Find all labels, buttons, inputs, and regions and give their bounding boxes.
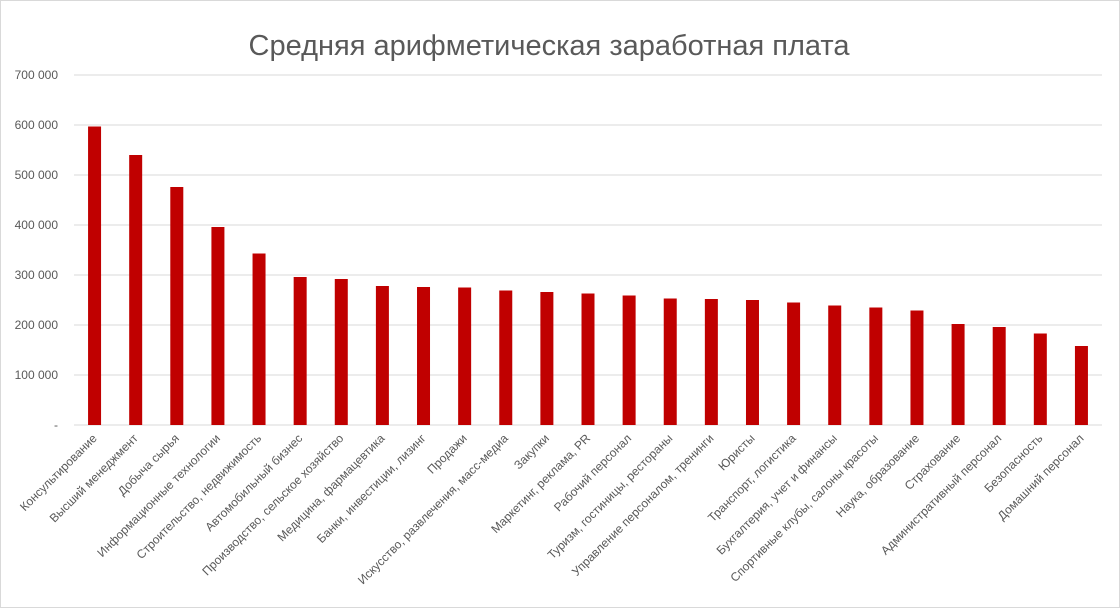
y-tick-label: -: [54, 418, 58, 432]
bars: [88, 126, 1088, 425]
x-tick-label: Юристы: [715, 431, 757, 473]
bar: [622, 295, 636, 425]
y-tick-label: 200 000: [15, 318, 59, 332]
bar: [663, 298, 677, 425]
bar: [951, 324, 965, 425]
bar: [129, 155, 143, 425]
bar: [910, 310, 924, 425]
bar: [170, 187, 184, 425]
bar: [417, 287, 431, 425]
bar: [252, 253, 266, 425]
bar: [375, 286, 389, 425]
x-tick-label: Консультирование: [17, 431, 100, 514]
bar: [499, 290, 513, 425]
x-tick-label: Искусство, развлечения, масс-медиа: [355, 431, 511, 587]
bar: [88, 126, 102, 425]
x-tick-label: Закупки: [511, 431, 552, 472]
y-tick-label: 600 000: [15, 118, 59, 132]
bar: [704, 299, 718, 425]
y-tick-label: 400 000: [15, 218, 59, 232]
chart-title: Средняя арифметическая заработная плата: [248, 30, 850, 62]
y-tick-label: 700 000: [15, 68, 59, 82]
bar: [540, 292, 554, 425]
bar: [787, 302, 801, 425]
y-tick-label: 100 000: [15, 368, 59, 382]
bar: [581, 293, 595, 425]
y-axis-ticks: - 100 000 200 000 300 000 400 000 500 000 600 …: [15, 68, 59, 432]
bar: [992, 327, 1006, 425]
y-tick-label: 500 000: [15, 168, 59, 182]
y-tick-label: 300 000: [15, 268, 59, 282]
x-tick-label: Спортивные клубы, салоны красоты: [727, 431, 881, 585]
bar: [293, 277, 307, 425]
bar: [211, 227, 225, 425]
bar: [745, 300, 759, 425]
bar: [869, 307, 883, 425]
bar: [828, 305, 842, 425]
bar: [334, 279, 348, 425]
bar: [1074, 346, 1088, 425]
bar: [1033, 333, 1047, 425]
x-tick-label: Рабочий персонал: [551, 431, 634, 514]
bar: [458, 287, 472, 425]
